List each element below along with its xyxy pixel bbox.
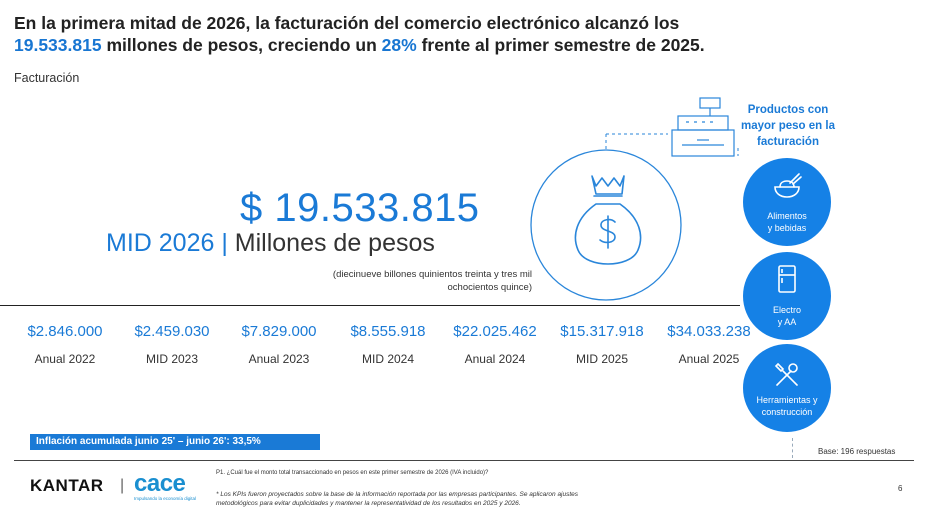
divider xyxy=(0,305,740,306)
history-item: $2.459.030 MID 2023 xyxy=(134,323,210,366)
kantar-logo: KANTAR xyxy=(30,476,104,495)
logo-separator: | xyxy=(120,477,125,494)
sample-base: Base: 196 respuestas xyxy=(818,447,896,456)
history-item: $7.829.000 Anual 2023 xyxy=(241,323,317,366)
refrigerator-icon xyxy=(778,265,796,293)
inflation-banner: Inflación acumulada junio 25' – junio 26… xyxy=(30,434,320,450)
tools-icon xyxy=(774,362,798,386)
headline-amount: $ 19.533.815 xyxy=(240,186,480,230)
amount-in-words: (diecinueve billones quinientos treinta … xyxy=(332,269,532,293)
history-row: $2.846.000 Anual 2022 $2.459.030 MID 202… xyxy=(10,323,750,373)
page-number: 6 xyxy=(898,484,903,493)
methodology-note: * Los KPIs fueron proyectados sobre la b… xyxy=(216,491,579,507)
cace-logo: cace xyxy=(134,470,186,497)
history-item: $15.317.918 MID 2025 xyxy=(560,323,644,366)
title-growth: 28% xyxy=(381,35,417,55)
history-item: $22.025.462 Anual 2024 xyxy=(453,323,537,366)
history-item: $8.555.918 MID 2024 xyxy=(350,323,426,366)
food-bowl-icon xyxy=(774,173,802,198)
category-food: Alimentos y bebidas xyxy=(743,158,831,246)
cace-tagline: Impulsando la economía digital xyxy=(134,496,197,501)
headline-unit: MID 2026 | Millones de pesos xyxy=(106,229,435,257)
page-subtitle: Facturación xyxy=(14,71,80,85)
category-electro: Electro y AA xyxy=(743,252,831,340)
page-title: En la primera mitad de 2026, la facturac… xyxy=(14,13,705,55)
title-amount: 19.533.815 xyxy=(14,35,102,55)
history-item: $34.033.238 Anual 2025 xyxy=(667,323,751,366)
footer-divider xyxy=(14,460,914,461)
categories-title: Productos con mayor peso en la facturaci… xyxy=(741,104,835,148)
history-item: $2.846.000 Anual 2022 xyxy=(27,323,103,366)
survey-question: P1. ¿Cuál fue el monto total transaccion… xyxy=(216,470,489,476)
category-tools: Herramientas y construcción xyxy=(743,344,831,432)
base-divider xyxy=(792,438,793,458)
